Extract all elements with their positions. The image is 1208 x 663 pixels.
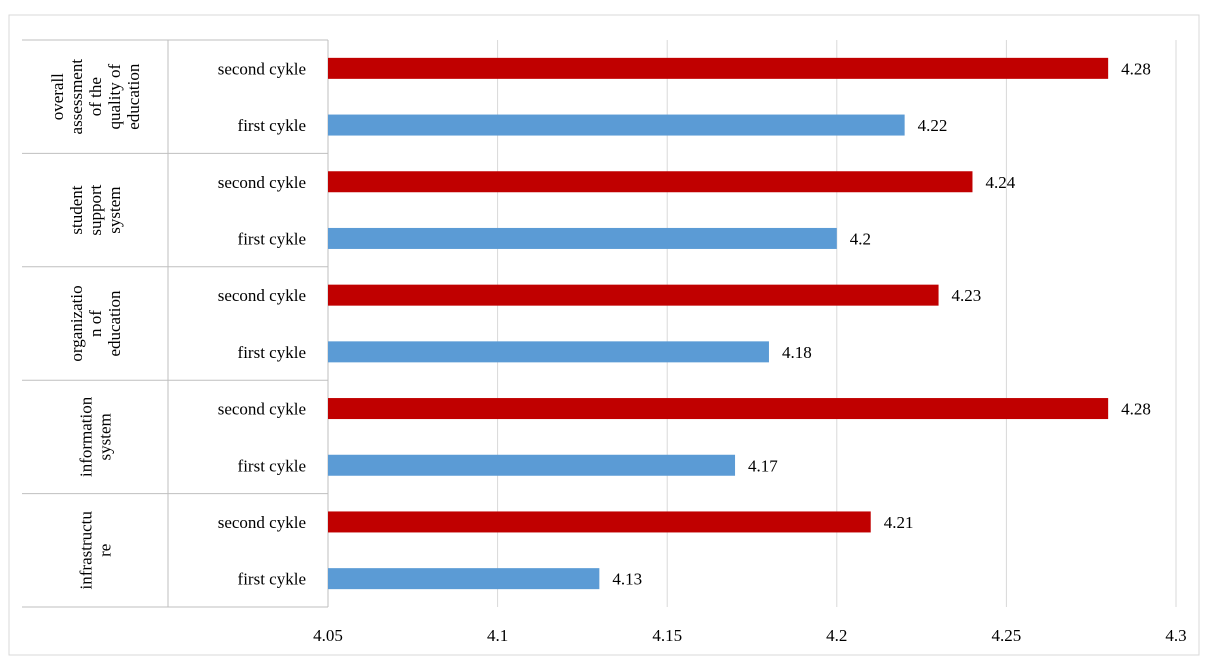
group-label-line: overall (48, 73, 67, 120)
group-label-line: system (105, 186, 124, 233)
data-label: 4.28 (1121, 400, 1151, 419)
category-label: second cykle (218, 400, 306, 419)
bar (328, 284, 939, 306)
category-label: second cykle (218, 513, 306, 532)
group-label-line: n of (86, 310, 105, 337)
group-label-line: assessment (67, 59, 86, 135)
bar (328, 454, 736, 476)
x-tick-label: 4.15 (652, 626, 682, 645)
bars (328, 57, 1109, 590)
category-label: first cykle (238, 116, 306, 135)
bar (328, 57, 1109, 79)
data-label: 4.22 (918, 116, 948, 135)
group-label-line: re (96, 544, 115, 557)
bar (328, 341, 769, 363)
bar (328, 398, 1109, 420)
group-label: organization ofeducation (67, 285, 124, 361)
category-label: first cykle (238, 456, 306, 475)
group-label-line: education (124, 63, 143, 130)
group-label-line: of the (86, 77, 105, 116)
data-label: 4.24 (985, 173, 1015, 192)
group-label-line: education (105, 290, 124, 357)
group-label-line: student (67, 185, 86, 234)
category-label: second cykle (218, 286, 306, 305)
data-label: 4.21 (884, 513, 914, 532)
bar (328, 114, 905, 136)
data-label: 4.23 (952, 286, 982, 305)
data-label: 4.2 (850, 229, 871, 248)
group-label-line: system (96, 413, 115, 460)
group-label: overallassessmentof thequality ofeducati… (48, 59, 143, 135)
x-tick-label: 4.2 (826, 626, 847, 645)
group-label-line: support (86, 184, 105, 235)
data-label: 4.18 (782, 343, 812, 362)
group-label-line: information (77, 396, 96, 477)
group-label-line: quality of (105, 64, 124, 130)
x-tick-label: 4.1 (487, 626, 508, 645)
x-tick-label: 4.3 (1165, 626, 1186, 645)
category-label: first cykle (238, 343, 306, 362)
group-label: informationsystem (77, 396, 115, 477)
data-label: 4.17 (748, 456, 778, 475)
category-label: first cykle (238, 570, 306, 589)
group-label: infrastructure (77, 511, 115, 590)
category-label: second cykle (218, 173, 306, 192)
data-label: 4.28 (1121, 59, 1151, 78)
bar (328, 511, 871, 533)
group-label-line: organizatio (67, 285, 86, 361)
x-tick-label: 4.25 (992, 626, 1022, 645)
labels: 4.05 4.1 4.15 4.2 4.25 4.3 overallassessmentof… (48, 59, 1187, 645)
group-label-line: infrastructu (77, 511, 96, 590)
x-tick-label: 4.05 (313, 626, 343, 645)
chart-border (8, 14, 1200, 656)
bar (328, 171, 973, 193)
group-label: studentsupportsystem (67, 184, 124, 235)
bar (328, 227, 837, 249)
category-label: first cykle (238, 229, 306, 248)
bar (328, 568, 600, 590)
data-label: 4.13 (612, 570, 642, 589)
category-label: second cykle (218, 59, 306, 78)
